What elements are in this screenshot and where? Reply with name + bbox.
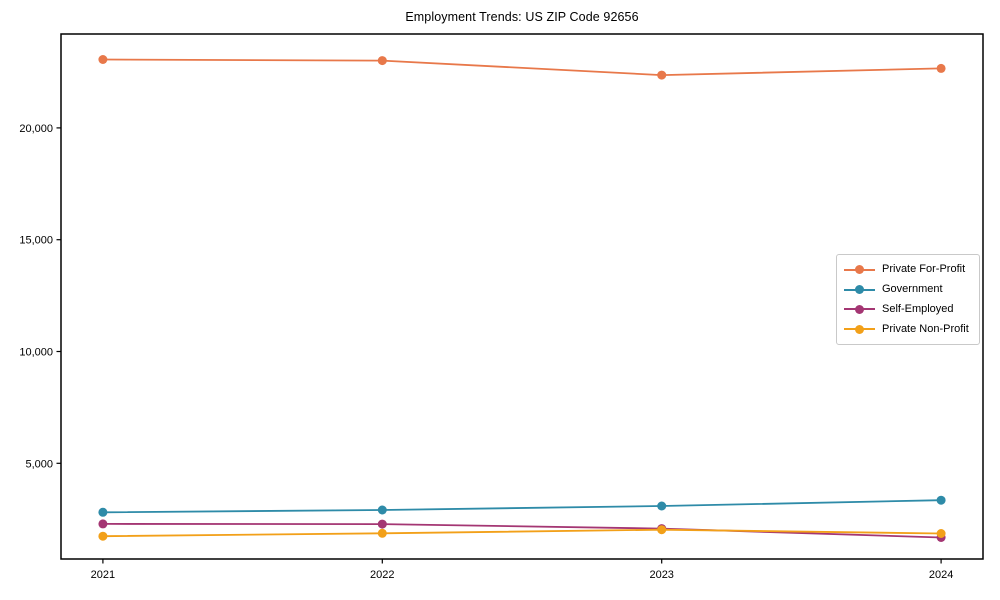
legend-label-private-for-profit: Private For-Profit [882,263,966,276]
marker-private-non-profit-2024 [936,529,946,538]
marker-government-2021 [98,507,108,517]
legend-marker-icon [855,324,864,334]
marker-self-employed-2022 [377,519,387,529]
plot-border [60,33,984,560]
x-tick-label: 2023 [649,569,673,581]
chart-title: Employment Trends: US ZIP Code 92656 [405,10,639,24]
marker-government-2022 [377,505,387,515]
legend-label-government: Government [882,283,943,296]
line-private-for-profit [102,58,942,77]
legend-marker-icon [855,304,864,314]
legend: Private For-Profit Government Self-Employe… [836,254,980,345]
y-tick-label: 15,000 [19,235,53,247]
marker-private-for-profit-2023 [657,70,667,80]
x-tick-label: 2021 [91,569,115,581]
legend-swatch-icon-private-non-profit [844,324,875,334]
y-tick-label: 10,000 [19,347,53,359]
marker-private-for-profit-2021 [98,55,108,64]
x-tick-label: 2022 [370,569,394,581]
marker-self-employed-2021 [98,519,108,529]
marker-private-non-profit-2021 [98,531,108,541]
legend-swatch-icon-private-for-profit [844,265,875,275]
legend-swatch-icon-self-employed [844,304,875,314]
legend-label-private-non-profit: Private Non-Profit [882,322,969,335]
x-tick-label: 2024 [929,569,953,581]
line-self-employed [102,523,942,539]
legend-item-private-for-profit: Private For-Profit [844,264,972,275]
legend-marker-icon [855,265,864,275]
legend-item-private-non-profit: Private Non-Profit [844,322,972,335]
legend-marker-icon [855,285,864,295]
marker-government-2024 [936,495,946,505]
line-government [102,499,942,514]
marker-private-for-profit-2024 [936,63,946,73]
marker-government-2023 [657,501,667,511]
y-tick-label: 5,000 [25,458,53,470]
line-private-non-profit [102,528,942,538]
marker-private-non-profit-2023 [657,525,667,535]
marker-private-for-profit-2022 [377,56,387,66]
legend-item-government: Government [844,284,972,295]
marker-private-non-profit-2022 [377,528,387,538]
y-tick-label: 20,000 [19,123,53,135]
legend-item-self-employed: Self-Employed [844,302,972,315]
legend-label-self-employed: Self-Employed [882,302,954,315]
legend-swatch-icon-government [844,285,875,295]
